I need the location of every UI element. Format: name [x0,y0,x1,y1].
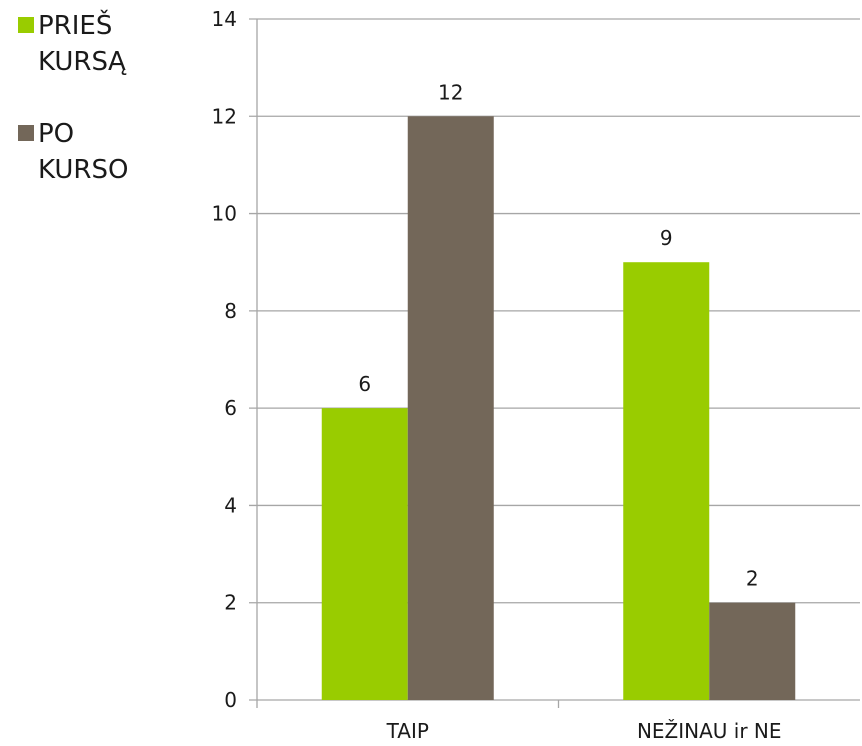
bar-pries-kursa [321,408,408,700]
x-category-label: TAIP [386,719,429,743]
legend-swatch-green [18,17,34,33]
bar-po-kurso [407,116,494,701]
y-tick-label: 8 [224,299,237,323]
legend-swatch-brown [18,125,34,141]
y-tick-label: 10 [212,202,237,226]
y-tick-label: 2 [224,591,237,615]
bar-pries-kursa [623,262,710,700]
data-label: 6 [358,372,371,396]
legend-item-po-kurso: PO KURSO [18,116,188,188]
y-tick-label: 12 [212,104,237,128]
y-tick-label: 6 [224,396,237,420]
y-tick-label: 4 [224,493,237,517]
y-tick-label: 0 [224,688,237,712]
legend-label: PO KURSO [38,119,129,185]
legend-item-pries-kursa: PRIEŠ KURSĄ [18,8,188,80]
y-tick-label: 14 [212,7,237,31]
legend-label: PRIEŠ KURSĄ [38,11,126,77]
bar-po-kurso [709,602,796,700]
data-label: 12 [438,80,463,104]
x-category-label: NEŽINAU ir NE [637,719,782,743]
legend: PRIEŠ KURSĄ PO KURSO [18,8,188,224]
data-label: 2 [746,567,759,591]
data-label: 9 [660,226,673,250]
